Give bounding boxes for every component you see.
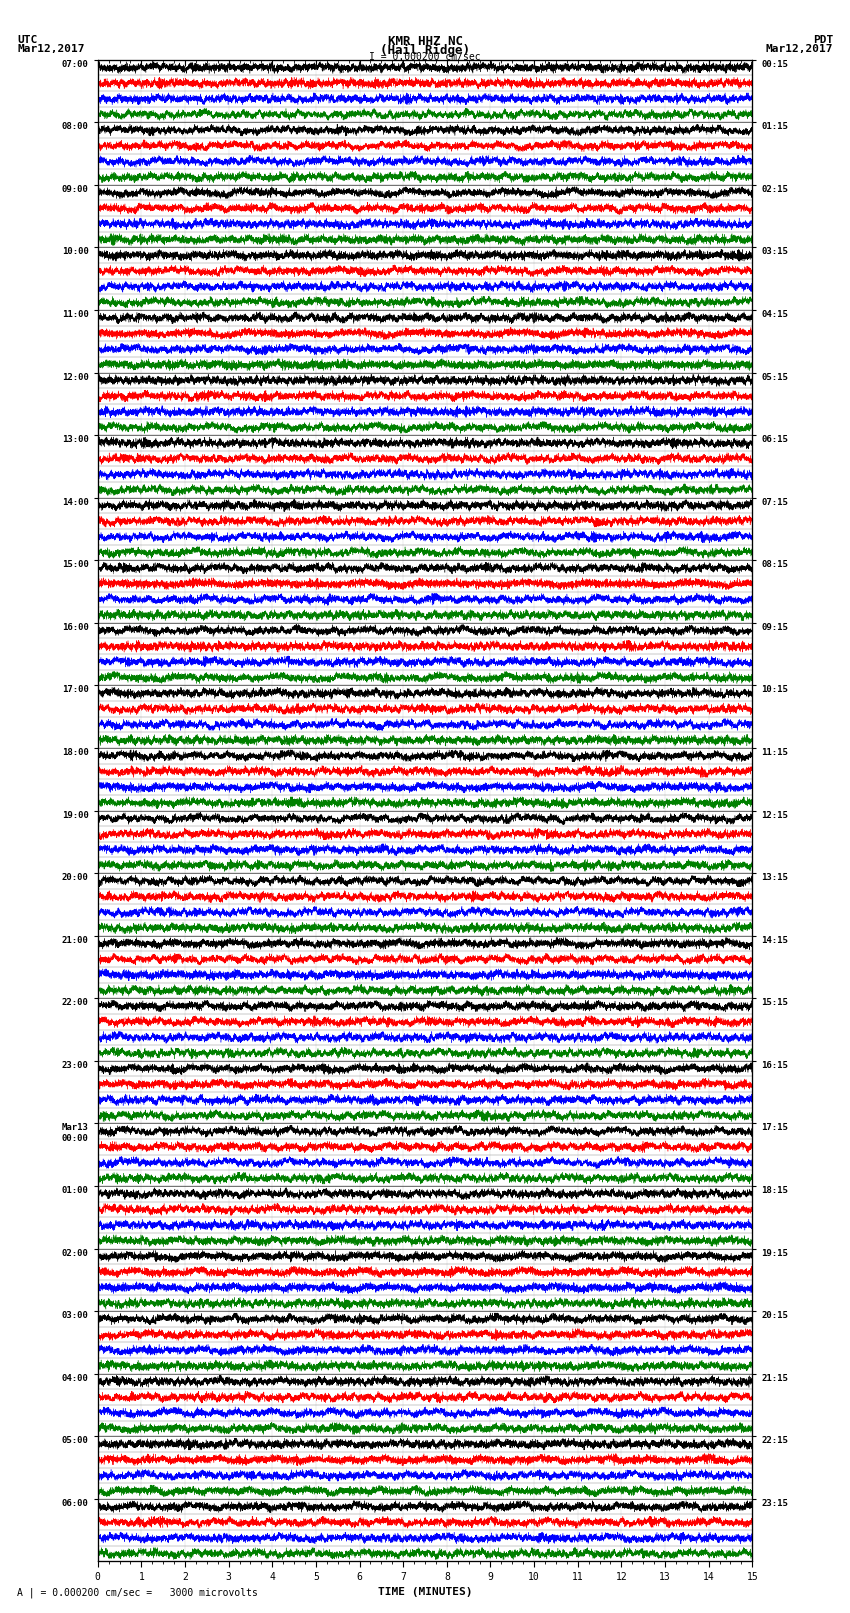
- Text: PDT: PDT: [813, 35, 833, 45]
- Text: (Hail Ridge): (Hail Ridge): [380, 44, 470, 56]
- Text: KMR HHZ NC: KMR HHZ NC: [388, 35, 462, 48]
- Text: Mar12,2017: Mar12,2017: [17, 44, 84, 53]
- Text: Mar12,2017: Mar12,2017: [766, 44, 833, 53]
- Text: I = 0.000200 cm/sec: I = 0.000200 cm/sec: [369, 52, 481, 61]
- Text: A | = 0.000200 cm/sec =   3000 microvolts: A | = 0.000200 cm/sec = 3000 microvolts: [17, 1587, 258, 1597]
- Text: UTC: UTC: [17, 35, 37, 45]
- X-axis label: TIME (MINUTES): TIME (MINUTES): [377, 1587, 473, 1597]
